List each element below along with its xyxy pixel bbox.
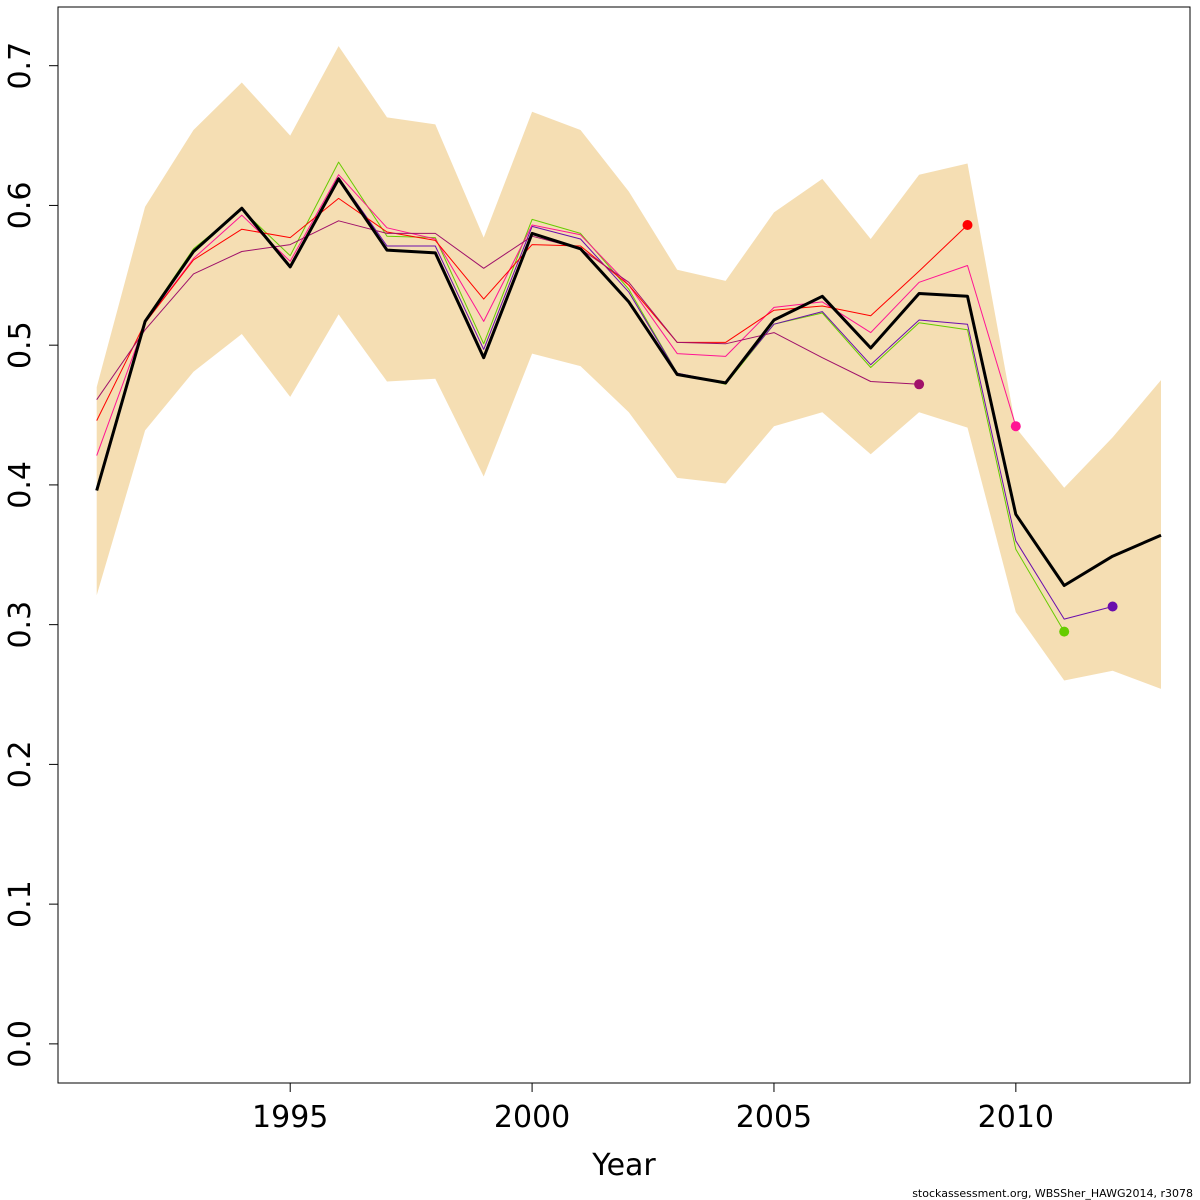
y-tick-label: 0.6 [3,182,38,230]
series-line-6 [96,220,920,400]
y-tick-label: 0.0 [3,1020,38,1068]
y-tick-label: 0.4 [3,461,38,509]
series-line-4 [96,174,1017,456]
confidence-band [96,46,1162,689]
x-axis: 1995 2000 2005 2010 [252,1083,1054,1135]
y-axis: 0.0 0.1 0.2 0.3 0.4 0.5 0.6 0.7 [3,42,58,1068]
footer-credit: stockassessment.org, WBSSher_HAWG2014, r… [912,1187,1193,1200]
y-tick-label: 0.7 [3,42,38,90]
y-tick-label: 0.2 [3,741,38,789]
y-tick-label: 0.3 [3,601,38,649]
series-end-point-2 [1059,626,1070,637]
x-tick-label: 1995 [252,1100,328,1135]
x-tick-label: 2010 [978,1100,1054,1135]
series-end-point-4 [1010,421,1021,432]
y-tick-label: 0.1 [3,880,38,928]
end-marker-layer [914,220,1118,637]
y-tick-label: 0.5 [3,321,38,369]
series-layer [95,161,1162,632]
series-line-1 [95,177,1162,587]
x-tick-label: 2005 [736,1100,812,1135]
plot-frame [57,6,1191,1084]
series-end-point-5 [962,220,973,230]
x-tick-label: 2000 [494,1100,570,1135]
x-axis-title: Year [591,1148,656,1183]
series-line-5 [96,197,968,421]
series-end-point-3 [1107,601,1118,612]
series-end-point-6 [914,379,925,390]
confidence-band-layer [96,46,1162,689]
series-line-2 [96,161,1065,632]
